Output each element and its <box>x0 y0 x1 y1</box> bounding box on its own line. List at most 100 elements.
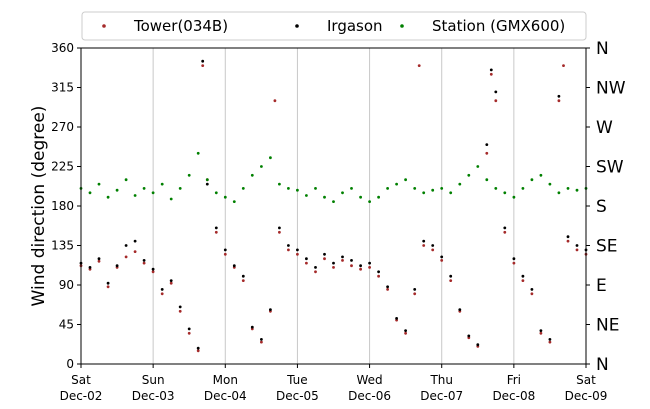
legend-box <box>81 11 587 41</box>
point-1-10 <box>169 279 173 282</box>
legend-label-2: Station (GMX600) <box>432 17 565 35</box>
point-0-28 <box>314 270 317 274</box>
point-0-9 <box>160 292 164 296</box>
point-0-23 <box>273 99 277 103</box>
point-2-37 <box>413 187 417 190</box>
point-1-54 <box>548 338 552 341</box>
point-1-21 <box>260 338 263 341</box>
point-1-36 <box>395 317 398 320</box>
point-0-11 <box>178 309 182 313</box>
point-2-38 <box>422 191 426 195</box>
point-2-26 <box>314 187 317 190</box>
rtick-label-90: E <box>596 276 607 296</box>
point-1-25 <box>296 248 299 252</box>
point-2-10 <box>169 197 173 201</box>
point-1-31 <box>350 259 353 262</box>
rtick-label-0: N <box>596 355 609 375</box>
point-0-21 <box>260 340 263 344</box>
point-0-17 <box>223 252 227 256</box>
point-1-48 <box>494 90 498 94</box>
point-2-48 <box>512 195 516 199</box>
point-2-22 <box>278 182 281 186</box>
point-1-30 <box>341 255 344 259</box>
point-0-50 <box>494 99 498 103</box>
point-2-3 <box>106 195 110 199</box>
xtick-day-3: Tue <box>286 373 308 387</box>
point-1-33 <box>368 261 371 265</box>
point-1-56 <box>566 235 570 239</box>
legend-marker-1 <box>295 24 299 28</box>
point-2-34 <box>386 187 389 190</box>
point-1-20 <box>250 325 254 329</box>
point-1-57 <box>575 244 579 247</box>
point-1-15 <box>205 182 209 186</box>
point-2-55 <box>575 188 579 192</box>
point-2-27 <box>323 195 326 199</box>
legend: Tower(034B) Irgason Station (GMX600) <box>81 11 587 41</box>
point-1-52 <box>530 288 534 291</box>
point-0-8 <box>151 270 155 274</box>
point-1-45 <box>476 343 480 347</box>
point-2-30 <box>350 187 353 190</box>
rtick-label-180: S <box>596 197 607 217</box>
xtick-day-5: Thu <box>429 373 453 387</box>
point-1-50 <box>512 257 516 261</box>
xtick-day-6: Fri <box>507 373 521 387</box>
point-1-7 <box>142 259 146 262</box>
point-1-19 <box>241 274 245 278</box>
point-1-17 <box>223 248 227 252</box>
point-1-39 <box>422 239 426 243</box>
point-2-13 <box>196 151 200 155</box>
point-2-16 <box>223 195 227 199</box>
point-1-35 <box>386 285 389 289</box>
point-0-39 <box>413 292 417 296</box>
point-0-54 <box>530 292 534 296</box>
point-0-2 <box>97 259 101 263</box>
point-2-6 <box>133 194 137 197</box>
point-2-52 <box>548 182 552 186</box>
legend-marker-2 <box>400 24 404 28</box>
point-0-5 <box>124 255 128 259</box>
point-0-30 <box>332 266 335 269</box>
point-2-35 <box>395 182 398 186</box>
point-1-9 <box>160 288 164 291</box>
point-2-54 <box>566 187 570 190</box>
point-1-22 <box>269 308 272 311</box>
point-0-19 <box>241 279 245 282</box>
y-axis-label: Wind direction (degree) <box>29 106 49 307</box>
point-0-41 <box>422 244 426 247</box>
xtick-day-2: Mon <box>213 373 238 387</box>
point-1-32 <box>359 264 362 268</box>
xtick-date-5: Dec-07 <box>420 389 463 403</box>
point-0-60 <box>575 248 579 252</box>
point-1-42 <box>449 274 453 278</box>
rtick-label-45: NE <box>596 316 619 336</box>
point-1-11 <box>178 305 182 309</box>
point-2-7 <box>142 187 146 190</box>
point-2-23 <box>287 187 290 190</box>
point-1-38 <box>413 288 417 291</box>
point-2-29 <box>341 191 344 195</box>
y-axis-ticks: 0 45 90 135 180 225 270 315 360 <box>51 41 81 371</box>
ytick-label-135: 135 <box>51 239 74 253</box>
point-0-12 <box>187 331 191 335</box>
point-1-47 <box>489 68 493 72</box>
ytick-label-225: 225 <box>51 160 74 174</box>
point-1-4 <box>115 264 119 268</box>
xtick-date-1: Dec-03 <box>132 389 175 403</box>
point-2-44 <box>476 165 480 168</box>
series-1 <box>79 59 588 350</box>
point-2-17 <box>232 200 236 204</box>
point-1-3 <box>106 281 110 285</box>
rtick-label-225: SW <box>596 158 624 178</box>
point-0-38 <box>404 331 407 335</box>
xtick-date-3: Dec-05 <box>276 389 319 403</box>
xtick-date-4: Dec-06 <box>348 389 391 403</box>
point-2-41 <box>449 191 453 195</box>
point-1-2 <box>97 257 101 261</box>
point-2-20 <box>260 165 263 168</box>
point-2-43 <box>467 173 471 177</box>
point-2-45 <box>485 178 489 182</box>
xtick-date-6: Dec-08 <box>492 389 535 403</box>
point-1-34 <box>377 270 380 274</box>
